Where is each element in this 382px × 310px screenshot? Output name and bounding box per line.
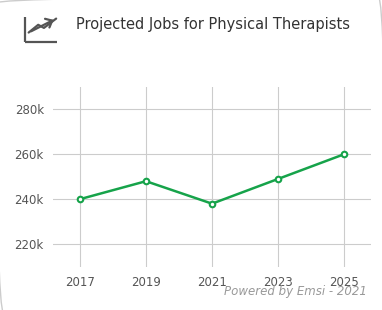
Text: Powered by Emsi - 2021: Powered by Emsi - 2021 bbox=[224, 285, 367, 298]
Text: Projected Jobs for Physical Therapists: Projected Jobs for Physical Therapists bbox=[76, 17, 350, 32]
